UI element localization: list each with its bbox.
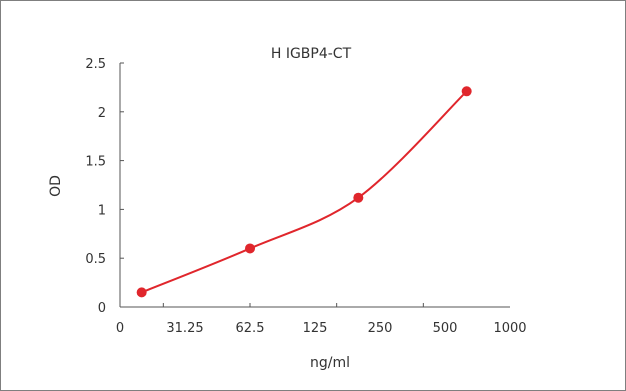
chart-title: H IGBP4-CT xyxy=(271,46,352,62)
y-axis-title: OD xyxy=(48,175,64,197)
x-tick-label: 62.5 xyxy=(236,321,265,336)
data-point xyxy=(245,243,255,254)
data-point xyxy=(461,86,472,97)
y-tick-label: 2.5 xyxy=(85,57,106,72)
x-tick-label: 125 xyxy=(303,321,328,336)
y-tick-label: 0.5 xyxy=(85,252,106,267)
x-tick-label: 31.25 xyxy=(166,321,203,336)
data-point xyxy=(136,287,147,298)
x-ticks: 0 31.25 62.5 125 250 500 1000 xyxy=(116,303,527,336)
y-tick-label: 0 xyxy=(98,301,106,316)
y-ticks: 0 0.5 1 1.5 2 2.5 xyxy=(85,57,124,316)
series-points xyxy=(136,86,472,298)
y-tick-label: 1.5 xyxy=(85,155,106,170)
x-tick-label: 500 xyxy=(433,321,458,336)
x-tick-label: 0 xyxy=(116,321,124,336)
x-tick-label: 250 xyxy=(368,321,393,336)
y-tick-label: 2 xyxy=(98,106,106,121)
x-axis-title: ng/ml xyxy=(310,355,350,371)
data-point xyxy=(353,192,364,203)
series-curve xyxy=(141,90,468,294)
x-tick-label: 1000 xyxy=(493,321,526,336)
y-tick-label: 1 xyxy=(98,203,106,218)
